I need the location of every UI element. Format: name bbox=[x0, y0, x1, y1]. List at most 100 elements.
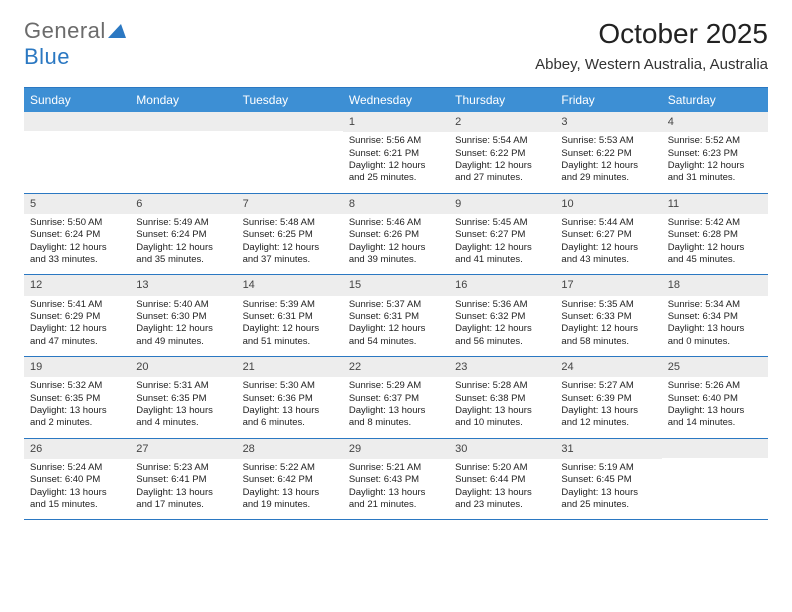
sunset-line: Sunset: 6:29 PM bbox=[30, 311, 124, 323]
sunset-line: Sunset: 6:27 PM bbox=[561, 229, 655, 241]
day-body: Sunrise: 5:27 AMSunset: 6:39 PMDaylight:… bbox=[555, 377, 661, 437]
sunset-line: Sunset: 6:41 PM bbox=[136, 474, 230, 486]
sunrise-line: Sunrise: 5:45 AM bbox=[455, 217, 549, 229]
sunset-line: Sunset: 6:42 PM bbox=[243, 474, 337, 486]
dayname-sunday: Sunday bbox=[24, 88, 130, 112]
dayname-thursday: Thursday bbox=[449, 88, 555, 112]
day-body: Sunrise: 5:19 AMSunset: 6:45 PMDaylight:… bbox=[555, 459, 661, 519]
sunrise-line: Sunrise: 5:34 AM bbox=[668, 299, 762, 311]
sunset-line: Sunset: 6:30 PM bbox=[136, 311, 230, 323]
day-cell-30: 30Sunrise: 5:20 AMSunset: 6:44 PMDayligh… bbox=[449, 439, 555, 520]
sunrise-line: Sunrise: 5:32 AM bbox=[30, 380, 124, 392]
sunset-line: Sunset: 6:23 PM bbox=[668, 148, 762, 160]
sunrise-line: Sunrise: 5:19 AM bbox=[561, 462, 655, 474]
day-number: 16 bbox=[449, 275, 555, 295]
logo-text-blue: Blue bbox=[24, 44, 70, 69]
day-number: 3 bbox=[555, 112, 661, 132]
day-number: 29 bbox=[343, 439, 449, 459]
sunset-line: Sunset: 6:44 PM bbox=[455, 474, 549, 486]
day-number: 13 bbox=[130, 275, 236, 295]
day-body: Sunrise: 5:32 AMSunset: 6:35 PMDaylight:… bbox=[24, 377, 130, 437]
daylight-line: Daylight: 12 hours and 39 minutes. bbox=[349, 242, 443, 267]
sunset-line: Sunset: 6:39 PM bbox=[561, 393, 655, 405]
sunrise-line: Sunrise: 5:50 AM bbox=[30, 217, 124, 229]
week-row: 5Sunrise: 5:50 AMSunset: 6:24 PMDaylight… bbox=[24, 194, 768, 276]
sunset-line: Sunset: 6:26 PM bbox=[349, 229, 443, 241]
week-row: 26Sunrise: 5:24 AMSunset: 6:40 PMDayligh… bbox=[24, 439, 768, 521]
daylight-line: Daylight: 13 hours and 4 minutes. bbox=[136, 405, 230, 430]
weeks-container: 1Sunrise: 5:56 AMSunset: 6:21 PMDaylight… bbox=[24, 112, 768, 520]
daylight-line: Daylight: 13 hours and 12 minutes. bbox=[561, 405, 655, 430]
logo-triangle-icon bbox=[108, 24, 126, 43]
day-cell-14: 14Sunrise: 5:39 AMSunset: 6:31 PMDayligh… bbox=[237, 275, 343, 356]
sunrise-line: Sunrise: 5:48 AM bbox=[243, 217, 337, 229]
day-number: 21 bbox=[237, 357, 343, 377]
dayname-monday: Monday bbox=[130, 88, 236, 112]
sunrise-line: Sunrise: 5:52 AM bbox=[668, 135, 762, 147]
day-number: 15 bbox=[343, 275, 449, 295]
sunrise-line: Sunrise: 5:24 AM bbox=[30, 462, 124, 474]
day-cell-5: 5Sunrise: 5:50 AMSunset: 6:24 PMDaylight… bbox=[24, 194, 130, 275]
day-number: 5 bbox=[24, 194, 130, 214]
sunset-line: Sunset: 6:34 PM bbox=[668, 311, 762, 323]
sunrise-line: Sunrise: 5:22 AM bbox=[243, 462, 337, 474]
day-number: 6 bbox=[130, 194, 236, 214]
sunset-line: Sunset: 6:37 PM bbox=[349, 393, 443, 405]
day-cell-18: 18Sunrise: 5:34 AMSunset: 6:34 PMDayligh… bbox=[662, 275, 768, 356]
sunrise-line: Sunrise: 5:30 AM bbox=[243, 380, 337, 392]
day-number: 28 bbox=[237, 439, 343, 459]
sunrise-line: Sunrise: 5:44 AM bbox=[561, 217, 655, 229]
day-number-empty bbox=[662, 439, 768, 458]
day-number: 8 bbox=[343, 194, 449, 214]
location-subtitle: Abbey, Western Australia, Australia bbox=[535, 56, 768, 73]
day-body: Sunrise: 5:50 AMSunset: 6:24 PMDaylight:… bbox=[24, 214, 130, 274]
day-body: Sunrise: 5:35 AMSunset: 6:33 PMDaylight:… bbox=[555, 296, 661, 356]
day-cell-3: 3Sunrise: 5:53 AMSunset: 6:22 PMDaylight… bbox=[555, 112, 661, 193]
day-number: 14 bbox=[237, 275, 343, 295]
daylight-line: Daylight: 13 hours and 17 minutes. bbox=[136, 487, 230, 512]
daylight-line: Daylight: 13 hours and 2 minutes. bbox=[30, 405, 124, 430]
sunset-line: Sunset: 6:45 PM bbox=[561, 474, 655, 486]
daylight-line: Daylight: 12 hours and 31 minutes. bbox=[668, 160, 762, 185]
sunset-line: Sunset: 6:28 PM bbox=[668, 229, 762, 241]
month-title: October 2025 bbox=[535, 18, 768, 50]
daylight-line: Daylight: 12 hours and 25 minutes. bbox=[349, 160, 443, 185]
day-body: Sunrise: 5:54 AMSunset: 6:22 PMDaylight:… bbox=[449, 132, 555, 192]
daylight-line: Daylight: 13 hours and 14 minutes. bbox=[668, 405, 762, 430]
day-number: 1 bbox=[343, 112, 449, 132]
sunset-line: Sunset: 6:31 PM bbox=[349, 311, 443, 323]
day-cell-24: 24Sunrise: 5:27 AMSunset: 6:39 PMDayligh… bbox=[555, 357, 661, 438]
title-block: October 2025 Abbey, Western Australia, A… bbox=[535, 18, 768, 73]
day-cell-26: 26Sunrise: 5:24 AMSunset: 6:40 PMDayligh… bbox=[24, 439, 130, 520]
daylight-line: Daylight: 12 hours and 33 minutes. bbox=[30, 242, 124, 267]
day-cell-8: 8 Sunrise: 5:46 AMSunset: 6:26 PMDaylight… bbox=[343, 194, 449, 275]
day-cell-15: 15Sunrise: 5:37 AMSunset: 6:31 PMDayligh… bbox=[343, 275, 449, 356]
sunrise-line: Sunrise: 5:36 AM bbox=[455, 299, 549, 311]
sunrise-line: Sunrise: 5:29 AM bbox=[349, 380, 443, 392]
day-body: Sunrise: 5:42 AMSunset: 6:28 PMDaylight:… bbox=[662, 214, 768, 274]
sunset-line: Sunset: 6:40 PM bbox=[30, 474, 124, 486]
daylight-line: Daylight: 12 hours and 37 minutes. bbox=[243, 242, 337, 267]
day-body: Sunrise: 5:28 AMSunset: 6:38 PMDaylight:… bbox=[449, 377, 555, 437]
sunrise-line: Sunrise: 5:21 AM bbox=[349, 462, 443, 474]
day-body: Sunrise: 5:29 AMSunset: 6:37 PMDaylight:… bbox=[343, 377, 449, 437]
sunrise-line: Sunrise: 5:49 AM bbox=[136, 217, 230, 229]
sunset-line: Sunset: 6:33 PM bbox=[561, 311, 655, 323]
day-body: Sunrise: 5:49 AMSunset: 6:24 PMDaylight:… bbox=[130, 214, 236, 274]
sunset-line: Sunset: 6:27 PM bbox=[455, 229, 549, 241]
day-body-empty bbox=[24, 131, 130, 189]
day-cell-2: 2Sunrise: 5:54 AMSunset: 6:22 PMDaylight… bbox=[449, 112, 555, 193]
day-body: Sunrise: 5:37 AMSunset: 6:31 PMDaylight:… bbox=[343, 296, 449, 356]
day-body: Sunrise: 5:36 AMSunset: 6:32 PMDaylight:… bbox=[449, 296, 555, 356]
sunset-line: Sunset: 6:25 PM bbox=[243, 229, 337, 241]
daylight-line: Daylight: 12 hours and 45 minutes. bbox=[668, 242, 762, 267]
day-number: 2 bbox=[449, 112, 555, 132]
sunset-line: Sunset: 6:31 PM bbox=[243, 311, 337, 323]
dayname-tuesday: Tuesday bbox=[237, 88, 343, 112]
day-cell-13: 13Sunrise: 5:40 AMSunset: 6:30 PMDayligh… bbox=[130, 275, 236, 356]
logo-text-general: General bbox=[24, 18, 106, 43]
day-number: 20 bbox=[130, 357, 236, 377]
day-body: Sunrise: 5:41 AMSunset: 6:29 PMDaylight:… bbox=[24, 296, 130, 356]
sunrise-line: Sunrise: 5:46 AM bbox=[349, 217, 443, 229]
sunrise-line: Sunrise: 5:26 AM bbox=[668, 380, 762, 392]
